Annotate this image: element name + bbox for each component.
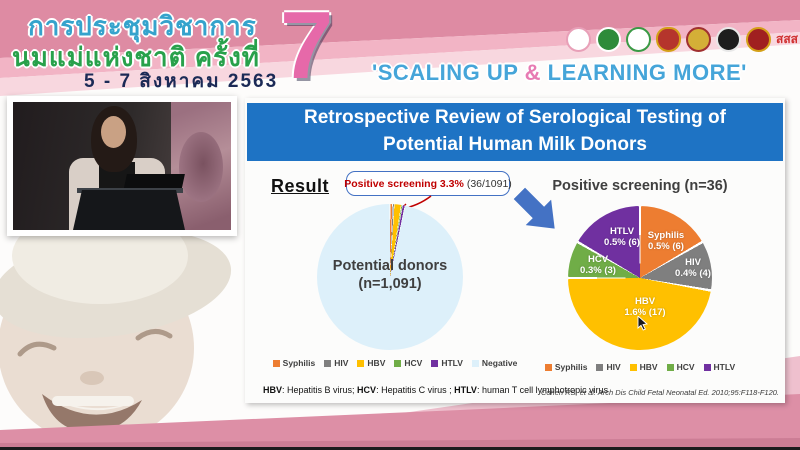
slide-title-bar: Retrospective Review of Serological Test… <box>247 103 783 161</box>
conference-tagline: 'SCALING UP & LEARNING MORE' <box>372 60 747 85</box>
syphilis-swatch <box>272 359 280 367</box>
htlv-swatch <box>431 359 439 367</box>
legend-item-negative: Negative <box>471 358 517 368</box>
slice-label-htlv: HTLV 0.5% (6) <box>604 226 640 249</box>
hcv-swatch <box>394 359 402 367</box>
royal-college-temple-logo <box>656 27 681 52</box>
reference-citation: Cohen RS, et al. Arch Dis Child Fetal Ne… <box>540 388 779 397</box>
stage-screen <box>171 102 231 230</box>
pediatric-society-seal-logo <box>746 27 771 52</box>
legend-item-hcv: HCV <box>666 362 695 372</box>
positive-screening-pie-title: Positive screening (n=36) <box>552 178 728 194</box>
slice-label-syphilis: Syphilis 0.5% (6) <box>647 230 685 253</box>
callout-detail: (36/1091) <box>466 177 512 190</box>
public-health-green-logo <box>596 27 621 52</box>
legend-item-htlv: HTLV <box>703 362 735 372</box>
slide-title-line1: Retrospective Review of Serological Test… <box>304 107 726 129</box>
sponsor-logos-row: สสส <box>566 27 798 52</box>
slice-label-hiv: HIV 0.4% (4) <box>675 257 711 280</box>
royal-crest-logo <box>686 27 711 52</box>
potential-donors-center-label: Potential donors (n=1,091) <box>332 258 448 293</box>
legend-item-htlv: HTLV <box>431 358 463 368</box>
legend-item-hbv: HBV <box>357 358 385 368</box>
baby-background-image <box>0 226 232 432</box>
callout-highlight: Positive screening 3.3% <box>344 177 464 190</box>
potential-donors-pie-chart <box>317 204 463 350</box>
legend-item-hiv: HIV <box>324 358 348 368</box>
potential-donors-legend: Syphilis HIV HBV HCV HTLV Negative <box>245 358 545 368</box>
big-blue-arrow-icon <box>507 181 568 242</box>
slice-label-hbv: HBV 1.6% (17) <box>624 296 666 319</box>
negative-swatch <box>471 359 479 367</box>
conference-title-line1: การประชุมวิชาการ <box>28 11 257 41</box>
frame-bottom-edge <box>0 447 800 450</box>
hiv-swatch <box>596 363 604 371</box>
conference-date: 5 - 7 สิงหาคม 2563 <box>84 71 279 92</box>
legend-item-hbv: HBV <box>629 362 658 372</box>
presentation-slide: Retrospective Review of Serological Test… <box>245 98 785 403</box>
slice-label-hcv: HCV 0.3% (3) <box>580 254 616 277</box>
tagline-ampersand: & <box>524 60 542 85</box>
hiv-swatch <box>324 359 332 367</box>
hcv-swatch <box>666 363 674 371</box>
legend-item-hiv: HIV <box>596 362 621 372</box>
htlv-swatch <box>703 363 711 371</box>
syphilis-swatch <box>544 363 552 371</box>
edition-number: 7 <box>280 0 334 99</box>
presenter-video <box>13 102 231 230</box>
positive-screening-callout: Positive screening 3.3% (36/1091) <box>344 171 512 196</box>
hbv-swatch <box>629 363 637 371</box>
conference-title-line2: นมแม่แห่งชาติ ครั้งที่ <box>12 42 260 72</box>
legend-item-syphilis: Syphilis <box>544 362 587 372</box>
legend-item-hcv: HCV <box>394 358 422 368</box>
slide-title-line2: Potential Human Milk Donors <box>383 134 647 155</box>
abbreviation-footnote: HBV: Hepatitis B virus; HCV: Hepatitis C… <box>263 385 609 395</box>
medical-association-green-logo <box>626 27 651 52</box>
mouse-cursor-icon <box>637 316 648 331</box>
university-seal-logo <box>716 27 741 52</box>
presenter-face <box>101 116 126 148</box>
presenter-video-panel <box>7 96 237 236</box>
mother-child-foundation-logo <box>566 27 591 52</box>
result-heading: Result <box>271 176 330 196</box>
thai-health-sss-logo: สสส <box>776 32 798 46</box>
hbv-swatch <box>357 359 365 367</box>
legend-item-syphilis: Syphilis <box>272 358 315 368</box>
positive-screening-legend: Syphilis HIV HBV HCV HTLV <box>540 362 740 372</box>
podium <box>73 190 185 230</box>
